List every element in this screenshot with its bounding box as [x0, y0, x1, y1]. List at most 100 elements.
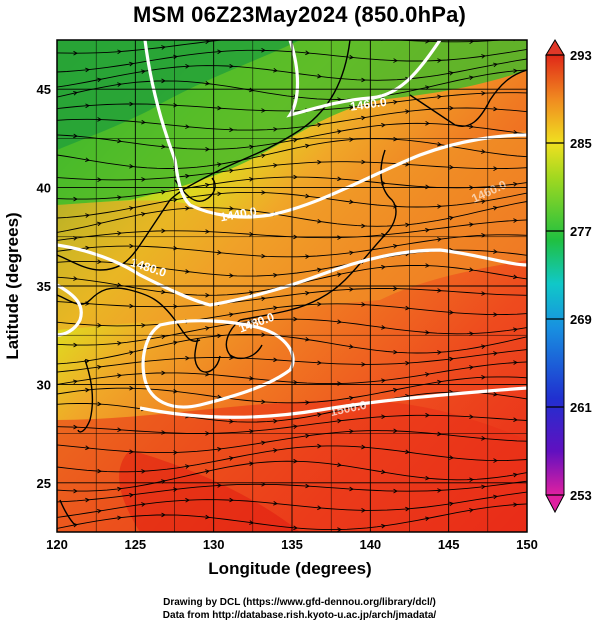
streamline-arrow [437, 204, 442, 209]
streamline-arrow [185, 464, 190, 469]
streamline-arrow [481, 344, 486, 349]
streamline-arrow [425, 516, 430, 521]
streamline-arrow [513, 360, 518, 365]
streamline-arrow [129, 206, 134, 211]
streamline-arrow [117, 82, 122, 87]
streamline-arrow [317, 267, 322, 273]
streamline-arrow [273, 305, 278, 311]
streamline-arrow [513, 129, 518, 135]
streamline-arrow [405, 162, 410, 167]
streamline-arrow [85, 301, 90, 306]
streamline-arrow [337, 34, 341, 38]
streamline-arrow [293, 380, 298, 385]
streamline-arrow [493, 494, 498, 500]
streamline-arrow [229, 419, 234, 424]
streamline-arrow [405, 109, 410, 114]
streamline-arrow [337, 176, 342, 182]
streamline-arrow [305, 193, 310, 199]
streamline-arrow [305, 50, 310, 56]
streamline-arrow [229, 497, 234, 503]
streamline-arrow [349, 429, 354, 434]
streamline-arrow [381, 414, 386, 419]
x-tick-label: 135 [281, 537, 303, 552]
streamline-arrow [129, 303, 134, 309]
streamline-arrow [293, 458, 298, 464]
streamline-arrow [349, 395, 354, 401]
streamline-arrow [73, 196, 78, 202]
streamline-arrow [185, 205, 190, 211]
coastlines [57, 40, 527, 526]
streamline-arrow [425, 412, 430, 418]
streamline-arrow [305, 400, 310, 405]
streamline-arrow [349, 199, 354, 205]
streamline-arrow [73, 522, 78, 528]
streamline-arrow [449, 455, 454, 460]
streamline-arrow [393, 136, 398, 142]
streamline-arrow [229, 273, 234, 278]
streamline-arrow [97, 117, 102, 122]
streamline-arrow [469, 365, 474, 370]
streamline-arrow [73, 133, 78, 139]
y-tick-label: 45 [37, 82, 51, 97]
streamline-arrow [161, 45, 166, 50]
streamline-arrow [217, 333, 222, 339]
streamline-arrow [513, 274, 518, 280]
streamline-arrow [205, 371, 210, 377]
streamline-arrow [229, 355, 234, 361]
streamline-arrow [493, 62, 498, 68]
streamline-arrow [469, 267, 474, 272]
streamline-arrow [273, 127, 278, 132]
streamline-arrow [393, 243, 398, 249]
x-tick-label: 150 [516, 537, 538, 552]
streamline-arrow [317, 218, 322, 224]
streamline-arrow [337, 272, 342, 277]
streamline-arrow [449, 215, 454, 221]
streamline-arrow [513, 502, 518, 507]
streamline-arrow [425, 184, 430, 190]
streamline-arrow [425, 227, 430, 233]
streamline-arrow [469, 331, 474, 336]
streamline-arrow [73, 90, 78, 96]
streamline-arrow [493, 351, 498, 356]
streamline-arrow [437, 237, 442, 242]
streamline-arrow [205, 469, 210, 474]
streamline-arrow [229, 168, 234, 174]
streamline-arrow [481, 54, 486, 59]
streamline-arrow [260, 153, 266, 159]
streamline-arrow [141, 502, 146, 507]
streamline-arrow [161, 228, 166, 234]
streamline-arrow [361, 115, 366, 121]
streamline-arrow [73, 488, 78, 494]
streamline-arrow [449, 501, 454, 507]
streamline-arrow [317, 301, 322, 307]
streamline-arrow [361, 302, 366, 307]
streamline-arrow [85, 387, 90, 393]
streamline-arrow [349, 486, 354, 492]
streamline-arrow [425, 475, 430, 481]
y-tick-label: 40 [37, 181, 51, 196]
colorbar-tick-label: 261 [570, 400, 592, 415]
streamline-arrow [217, 162, 222, 167]
x-tick-label: 145 [438, 537, 460, 552]
streamline-arrow [481, 232, 486, 238]
streamline-arrow [261, 190, 266, 195]
streamline-arrow [481, 374, 486, 380]
streamline-arrow [261, 48, 266, 53]
streamline-arrow [261, 332, 266, 338]
y-tick-label: 25 [37, 476, 51, 491]
streamline-arrow [261, 440, 266, 446]
streamline-arrow [481, 436, 486, 441]
y-tick-label: 30 [37, 377, 51, 392]
streamline-arrow [493, 391, 498, 397]
streamline-arrow [229, 312, 234, 317]
streamline-arrow [97, 364, 102, 370]
streamline-arrow [437, 488, 442, 493]
streamline-arrow [129, 350, 134, 356]
streamline-arrow [513, 218, 518, 223]
streamline-arrow [361, 159, 366, 165]
streamline-arrow [85, 358, 90, 364]
streamline-arrow [361, 444, 366, 450]
streamline-arrow [185, 497, 190, 503]
streamline-arrow [317, 505, 322, 511]
